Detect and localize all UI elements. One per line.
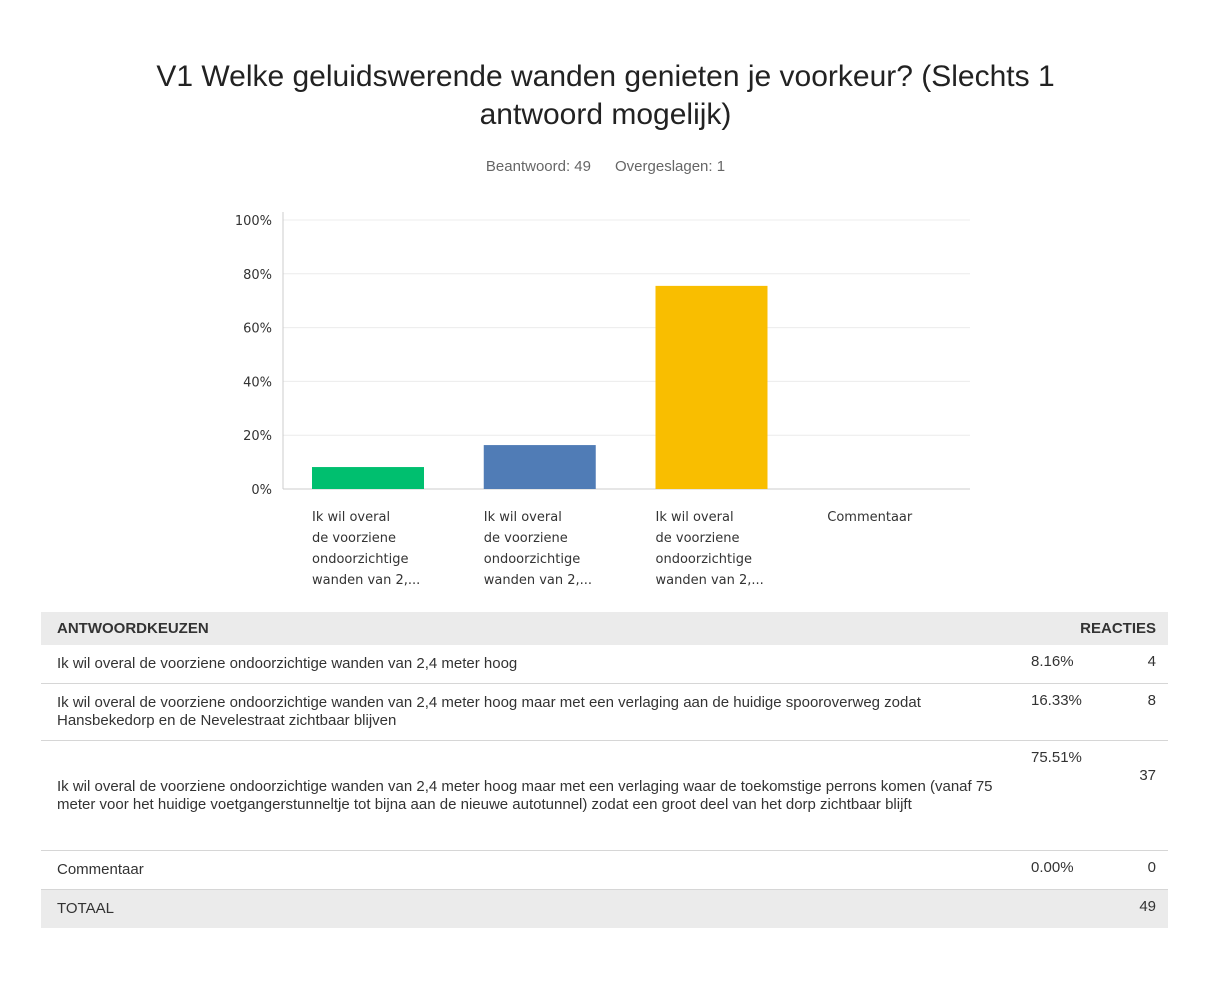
answer-label: Commentaar (57, 861, 144, 878)
answer-label: Ik wil overal de voorziene ondoorzichtig… (57, 694, 921, 729)
title-text: V1 Welke geluidswerende wanden genieten … (156, 60, 1055, 131)
table-row: Ik wil overal de voorziene ondoorzichtig… (41, 645, 1168, 684)
x-tick-label: Ik wil overal de voorziene ondoorzichtige w… (484, 510, 592, 588)
x-tick-line: wanden van 2,... (484, 573, 592, 588)
answer-count: 37 (1139, 767, 1156, 784)
y-tick-label: 20% (243, 429, 272, 444)
x-tick-line: de voorziene (312, 531, 396, 546)
x-tick-line: Commentaar (827, 510, 913, 525)
header-cell: REACTIES (1080, 620, 1156, 637)
x-tick-line: wanden van 2,... (656, 573, 764, 588)
total-row: TOTAAL 49 (41, 890, 1168, 928)
summary: Beantwoord: 49 Overgeslagen: 1 (0, 158, 1211, 175)
x-tick-line: Ik wil overal (312, 510, 390, 525)
y-tick-label: 80% (243, 268, 272, 283)
table-row: Commentaar 0.00% 0 (41, 851, 1168, 890)
answer-percent: 8.16% (1031, 653, 1074, 670)
bar (483, 445, 596, 489)
x-tick-line: ondoorzichtige (656, 552, 752, 567)
bar (312, 467, 424, 489)
y-tick-label: 60% (243, 322, 272, 337)
table-row: Ik wil overal de voorziene ondoorzichtig… (41, 684, 1168, 741)
header-cell: ANTWOORDKEUZEN (57, 619, 209, 637)
x-tick-label: Commentaar (827, 510, 913, 525)
x-tick-line: ondoorzichtige (312, 552, 408, 567)
answered: Beantwoord: 49 (485, 158, 591, 175)
answer-count: 4 (1147, 653, 1156, 670)
bar (655, 285, 768, 489)
title: V1 Welke geluidswerende wanden genieten … (0, 58, 1211, 134)
x-tick-line: ondoorzichtige (484, 552, 580, 567)
answer-label: Ik wil overal de voorziene ondoorzichtig… (57, 655, 518, 672)
skipped: Overgeslagen: 1 (615, 158, 726, 175)
answer-percent: 16.33% (1031, 692, 1082, 709)
x-tick-line: Ik wil overal (484, 510, 562, 525)
answer-label: Ik wil overal de voorziene ondoorzichtig… (57, 777, 993, 813)
table-header: ANTWOORDKEUZEN REACTIES (41, 612, 1168, 645)
x-tick-line: de voorziene (484, 531, 568, 546)
table: ANTWOORDKEUZEN REACTIES Ik wil overal de… (41, 612, 1168, 928)
chart: 0% 20% 40% 60% 80% 100% Ik wil overal de voorzi… (235, 212, 970, 588)
table-row: Ik wil overal de voorziene ondoorzichtig… (41, 741, 1168, 851)
x-tick-line: de voorziene (656, 531, 740, 546)
answer-count: 0 (1147, 859, 1156, 876)
total-count: 49 (1139, 898, 1156, 915)
x-tick-label: Ik wil overal de voorziene ondoorzichtige w… (656, 510, 764, 588)
answer-count: 8 (1147, 692, 1156, 709)
x-tick-label: Ik wil overal de voorziene ondoorzichtige w… (312, 510, 420, 588)
x-tick-line: Ik wil overal (656, 510, 734, 525)
x-tick-line: wanden van 2,... (312, 573, 420, 588)
answer-percent: 75.51% (1031, 749, 1082, 766)
y-tick-label: 0% (251, 483, 272, 498)
y-tick-label: 40% (243, 375, 272, 390)
total-label: TOTAAL (57, 900, 114, 917)
answer-percent: 0.00% (1031, 859, 1074, 876)
y-tick-label: 100% (235, 214, 272, 229)
